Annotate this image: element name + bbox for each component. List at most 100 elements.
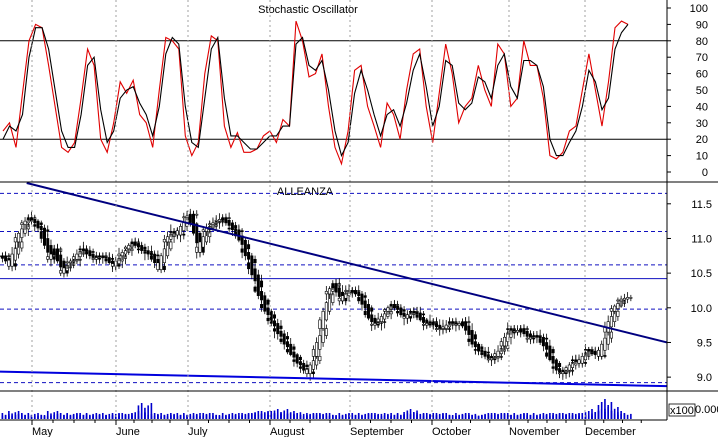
candle-body	[188, 213, 192, 225]
candle	[422, 319, 426, 331]
candle	[564, 365, 568, 374]
volume-bar	[238, 413, 240, 419]
volume-bar	[630, 413, 632, 419]
candle-body	[59, 254, 63, 268]
volume-bar	[571, 413, 574, 419]
volume-bar	[173, 413, 175, 419]
candle-body	[227, 227, 231, 230]
volume-bar	[519, 414, 522, 419]
candle	[373, 318, 377, 330]
volume-bar	[160, 413, 162, 419]
candle-body	[321, 310, 325, 329]
candle	[217, 213, 221, 225]
volume-bar	[293, 413, 295, 419]
candle-body	[587, 349, 591, 352]
candle-body	[428, 321, 432, 324]
candle-body	[224, 217, 228, 224]
candle-body	[120, 252, 124, 257]
y-tick-label: 100	[690, 3, 708, 15]
candle-body	[350, 290, 354, 293]
candle-body	[405, 314, 409, 319]
candle	[23, 217, 27, 230]
candle-body	[483, 352, 487, 357]
candle	[247, 256, 251, 275]
volume-bar	[555, 414, 558, 419]
candle	[503, 332, 507, 351]
volume-bar	[435, 413, 438, 419]
candle	[159, 252, 163, 272]
candle	[399, 304, 403, 318]
candle	[396, 305, 400, 317]
candle-body	[558, 372, 562, 375]
candle-body	[162, 248, 166, 264]
volume-bar	[299, 415, 302, 419]
candle-body	[266, 317, 270, 322]
candle	[464, 317, 468, 335]
candle-body	[603, 337, 607, 351]
candle	[509, 325, 513, 335]
candle	[438, 325, 442, 336]
volume-bar	[260, 411, 263, 419]
candle	[584, 344, 588, 357]
volume-bar	[448, 415, 451, 419]
candle	[156, 260, 160, 272]
y-tick-label: 50	[696, 85, 708, 97]
candle	[626, 292, 630, 304]
candle-body	[538, 338, 542, 343]
candle	[386, 305, 390, 315]
candle	[528, 330, 532, 342]
candle	[622, 293, 626, 306]
candle-body	[577, 359, 581, 364]
candle-body	[383, 313, 387, 320]
candle	[425, 318, 429, 330]
candle-body	[253, 286, 257, 292]
volume-bar	[315, 413, 318, 419]
candle-body	[0, 255, 4, 259]
y-tick-label: 30	[696, 118, 708, 130]
candle	[85, 247, 89, 259]
candle	[363, 306, 367, 318]
volume-bar	[137, 405, 140, 419]
candle	[295, 354, 299, 368]
candle-body	[399, 310, 403, 316]
candle	[538, 336, 542, 345]
candle-body	[46, 238, 50, 253]
volume-bar	[56, 413, 59, 419]
candle-body	[590, 352, 594, 355]
volume-bar	[455, 413, 457, 419]
candle-body	[425, 323, 429, 326]
volume-bar	[218, 415, 221, 419]
candle	[587, 346, 591, 357]
y-tick-label: 60	[696, 69, 708, 81]
candle	[49, 251, 53, 267]
volume-bar	[157, 413, 159, 419]
candle	[545, 350, 549, 359]
candle	[405, 312, 409, 325]
candle	[192, 210, 196, 236]
candle-body	[561, 371, 565, 374]
candle	[253, 264, 257, 285]
candle	[224, 216, 228, 226]
candle	[78, 246, 82, 255]
volume-bar	[79, 415, 81, 419]
candle-body	[402, 316, 406, 319]
volume-bar	[254, 412, 256, 419]
volume-bar	[344, 414, 347, 419]
candle-body	[496, 350, 500, 357]
candle	[311, 357, 315, 376]
candle	[331, 280, 335, 290]
candle-body	[370, 323, 374, 326]
candle	[389, 300, 393, 311]
candle	[201, 233, 205, 252]
volume-bar	[53, 414, 56, 419]
volume-bar	[594, 412, 597, 419]
candle	[169, 224, 173, 237]
candle	[541, 334, 545, 352]
candle	[415, 312, 419, 320]
candle-body	[302, 366, 306, 371]
candle-body	[545, 342, 549, 350]
volume-bar	[500, 414, 503, 419]
candle-body	[318, 319, 322, 329]
volume-bar	[413, 413, 415, 419]
y-tick-label: 90	[696, 19, 708, 31]
